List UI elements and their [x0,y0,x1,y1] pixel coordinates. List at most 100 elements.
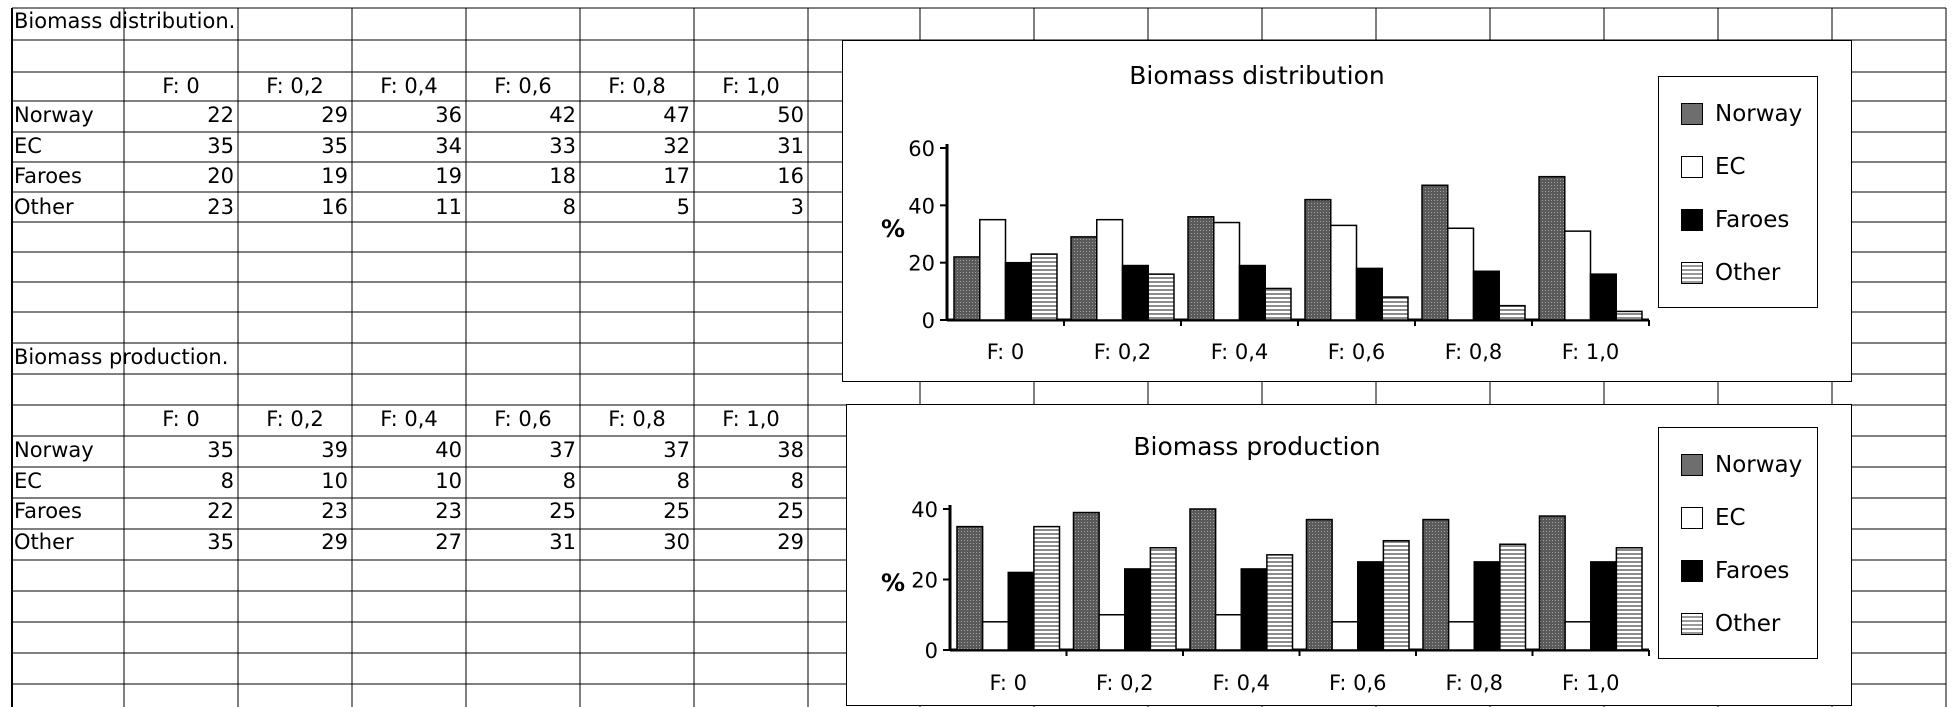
column-header[interactable]: F: 0,2 [266,407,324,431]
table-cell[interactable]: 23 [207,194,234,219]
x-tick-label: F: 0 [987,340,1025,364]
legend-label: Norway [1715,452,1803,478]
table-cell[interactable]: 8 [790,468,804,493]
bar-faroes [1238,264,1266,321]
table-cell[interactable]: 34 [435,133,462,158]
bar-norway [1304,198,1332,321]
bar-faroes [1472,270,1500,321]
table-cell[interactable]: 42 [549,103,576,127]
table-cell[interactable]: 35 [207,529,234,554]
table-cell[interactable]: 22 [207,103,234,127]
table-cell[interactable]: 29 [777,529,804,554]
y-axis-label: % [881,569,905,597]
table-cell[interactable]: 36 [435,103,462,127]
table-cell[interactable]: 50 [777,103,804,127]
row-label[interactable]: EC [14,133,42,158]
bar-norway [1422,518,1450,651]
bar-norway [1538,175,1566,321]
bar-faroes [1589,273,1617,321]
chart-panel-distribution[interactable]: Biomass distribution% 0 20 40 60 F: 0 F: 0,2 F:… [842,40,1852,382]
column-header[interactable]: F: 0 [162,407,200,431]
table-cell[interactable]: 23 [435,499,462,523]
row-label[interactable]: Norway [14,438,94,462]
legend-swatch [1681,507,1703,529]
table-cell[interactable]: 47 [663,103,690,127]
table-cell[interactable]: 35 [321,133,348,158]
column-header[interactable]: F: 0,2 [266,74,324,98]
table-cell[interactable]: 40 [435,438,462,462]
table-cell[interactable]: 11 [435,194,462,219]
table-cell[interactable]: 16 [777,164,804,188]
table-cell[interactable]: 10 [321,468,348,493]
table-cell[interactable]: 30 [663,529,690,554]
x-tick-label: F: 0,4 [1212,671,1270,695]
table-cell[interactable]: 32 [663,133,690,158]
row-label[interactable]: Other [14,194,74,219]
x-tick-label: F: 0,8 [1445,671,1503,695]
table-cell[interactable]: 25 [663,499,690,523]
table-cell[interactable]: 37 [549,438,576,462]
bar-other [1030,253,1058,321]
table-cell[interactable]: 37 [663,438,690,462]
chart-production: Biomass production% 0 20 40 F: 0 F: 0,2 F: 0,4… [881,432,1650,695]
bar-ec [1213,221,1241,321]
table-cell[interactable]: 29 [321,529,348,554]
column-header[interactable]: F: 0 [162,74,200,98]
table-cell[interactable]: 20 [207,164,234,188]
legend-swatch [1681,209,1703,231]
column-header[interactable]: F: 0,6 [494,407,552,431]
table-cell[interactable]: 27 [435,529,462,554]
legend-item-norway: Norway [1681,452,1802,478]
table-cell[interactable]: 8 [562,468,576,493]
row-label[interactable]: Norway [14,103,94,127]
table-cell[interactable]: 35 [207,133,234,158]
table-cell[interactable]: 19 [435,164,462,188]
table-cell[interactable]: 31 [549,529,576,554]
table-cell[interactable]: 10 [435,468,462,493]
table-cell[interactable]: 22 [207,499,234,523]
row-label[interactable]: Faroes [14,499,82,523]
table-cell[interactable]: 16 [321,194,348,219]
column-header[interactable]: F: 0,6 [494,74,552,98]
table-cell[interactable]: 39 [321,438,348,462]
table-cell[interactable]: 29 [321,103,348,127]
table-cell[interactable]: 25 [549,499,576,523]
table-cell[interactable]: 23 [321,499,348,523]
bar-ec [1564,230,1592,321]
y-tick-label: 60 [908,137,935,161]
bar-ec [981,621,1009,651]
bar-faroes [1121,264,1149,321]
table-cell[interactable]: 17 [663,164,690,188]
table-cell[interactable]: 31 [777,133,804,158]
legend-item-faroes: Faroes [1681,207,1789,233]
row-label[interactable]: EC [14,468,42,493]
table-cell[interactable]: 19 [321,164,348,188]
x-tick-label: F: 0,2 [1096,671,1154,695]
column-header[interactable]: F: 0,8 [608,407,666,431]
table-cell[interactable]: 8 [562,194,576,219]
table-cell[interactable]: 8 [220,468,234,493]
column-header[interactable]: F: 0,4 [380,407,438,431]
table-cell[interactable]: 35 [207,438,234,462]
bar-norway [1421,184,1449,321]
column-header[interactable]: F: 1,0 [722,74,780,98]
x-tick-label: F: 0,6 [1329,671,1387,695]
row-label[interactable]: Faroes [14,164,82,188]
chart-panel-production[interactable]: Biomass production% 0 20 40 F: 0 F: 0,2 F: 0,4… [846,404,1852,706]
table-cell[interactable]: 33 [549,133,576,158]
column-header[interactable]: F: 0,8 [608,74,666,98]
column-header[interactable]: F: 0,4 [380,74,438,98]
row-label[interactable]: Other [14,529,74,554]
table-cell[interactable]: 3 [790,194,804,219]
table-cell[interactable]: 38 [777,438,804,462]
table-cell[interactable]: 18 [549,164,576,188]
column-header[interactable]: F: 1,0 [722,407,780,431]
table-cell[interactable]: 25 [777,499,804,523]
bar-other [1498,304,1526,321]
table-cell[interactable]: 5 [676,194,690,219]
legend-label: Faroes [1715,558,1790,584]
x-tick-label: F: 1,0 [1562,671,1620,695]
table-cell[interactable]: 8 [676,468,690,493]
bar-norway [1305,518,1333,651]
bar-other [1615,310,1643,321]
